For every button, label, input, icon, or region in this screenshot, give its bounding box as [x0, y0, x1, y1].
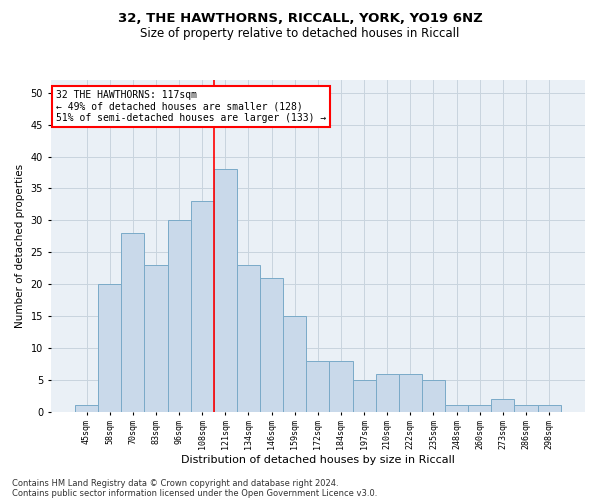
- Bar: [145, 265, 167, 412]
- Bar: [191, 201, 214, 412]
- Bar: [260, 278, 283, 412]
- X-axis label: Distribution of detached houses by size in Riccall: Distribution of detached houses by size …: [181, 455, 455, 465]
- Bar: [491, 399, 514, 412]
- Bar: [376, 374, 399, 412]
- Bar: [283, 316, 306, 412]
- Bar: [422, 380, 445, 412]
- Y-axis label: Number of detached properties: Number of detached properties: [15, 164, 25, 328]
- Bar: [399, 374, 422, 412]
- Text: Contains HM Land Registry data © Crown copyright and database right 2024.: Contains HM Land Registry data © Crown c…: [12, 478, 338, 488]
- Bar: [468, 406, 491, 412]
- Bar: [214, 170, 237, 412]
- Bar: [98, 284, 121, 412]
- Text: Contains public sector information licensed under the Open Government Licence v3: Contains public sector information licen…: [12, 488, 377, 498]
- Text: Size of property relative to detached houses in Riccall: Size of property relative to detached ho…: [140, 28, 460, 40]
- Bar: [167, 220, 191, 412]
- Bar: [75, 406, 98, 412]
- Bar: [237, 265, 260, 412]
- Text: 32 THE HAWTHORNS: 117sqm
← 49% of detached houses are smaller (128)
51% of semi-: 32 THE HAWTHORNS: 117sqm ← 49% of detach…: [56, 90, 326, 123]
- Bar: [445, 406, 468, 412]
- Text: 32, THE HAWTHORNS, RICCALL, YORK, YO19 6NZ: 32, THE HAWTHORNS, RICCALL, YORK, YO19 6…: [118, 12, 482, 26]
- Bar: [121, 233, 145, 412]
- Bar: [514, 406, 538, 412]
- Bar: [306, 361, 329, 412]
- Bar: [538, 406, 561, 412]
- Bar: [329, 361, 353, 412]
- Bar: [353, 380, 376, 412]
